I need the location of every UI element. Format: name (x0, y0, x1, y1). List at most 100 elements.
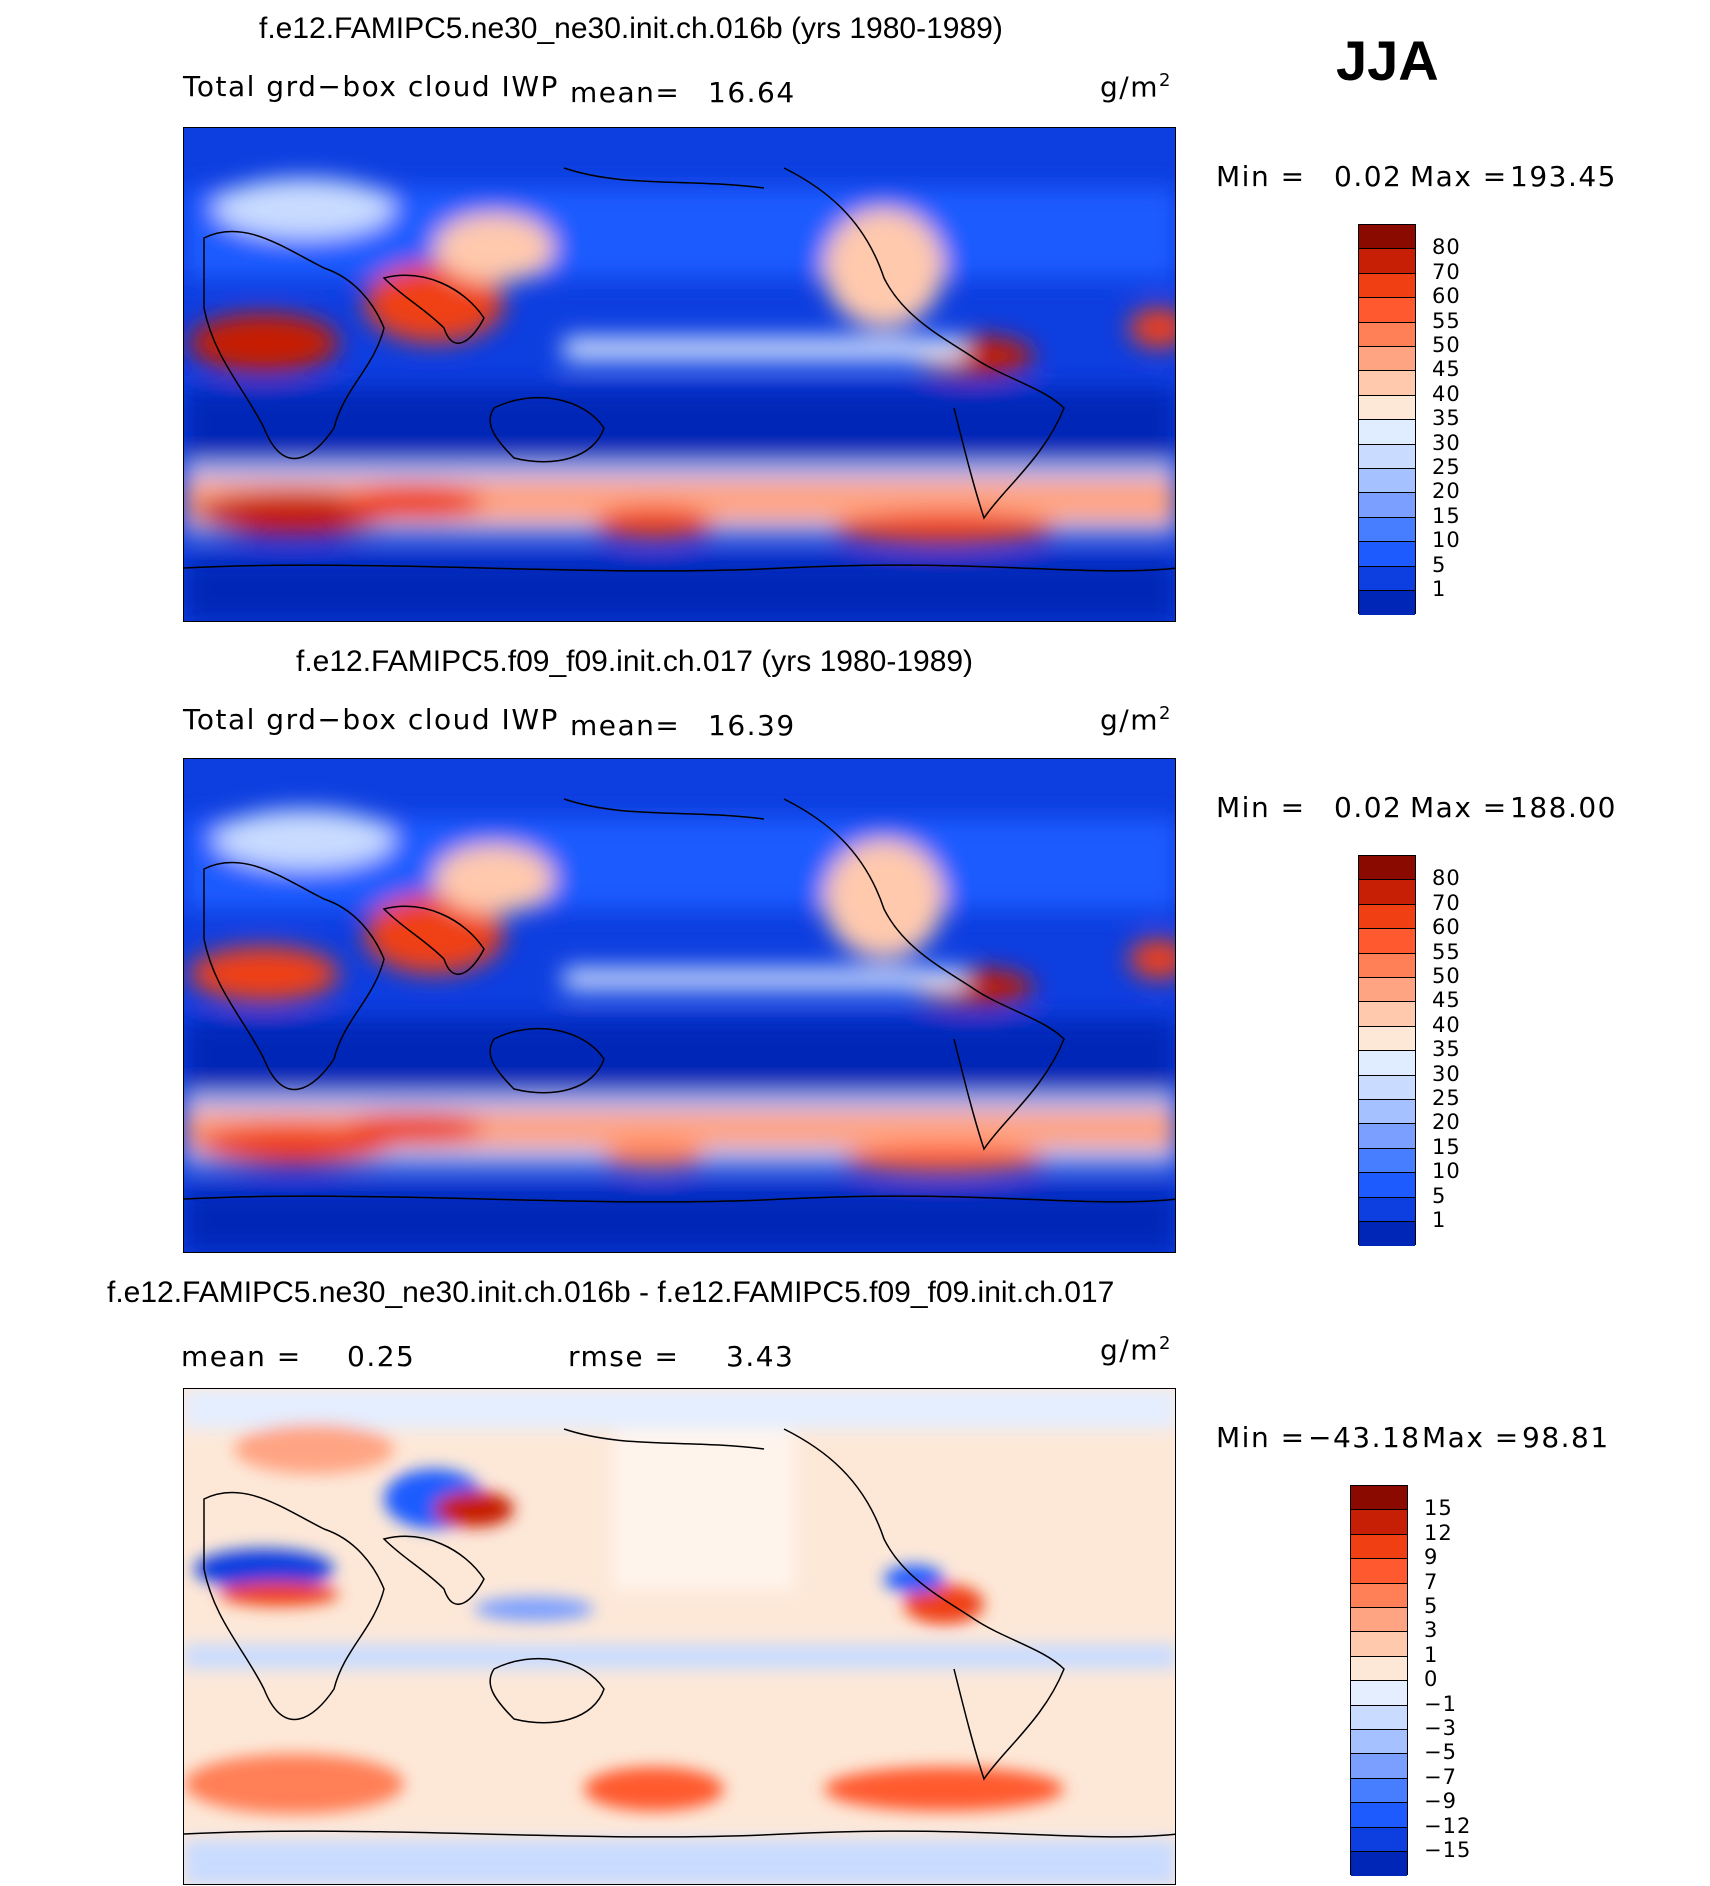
panel2-storm-core-c (604, 1140, 704, 1168)
colorbar-tick-label: 5 (1432, 552, 1447, 577)
colorbar-tick-label: 7 (1424, 1569, 1439, 1594)
panel1-europe (214, 178, 394, 238)
colorbar-segment (1351, 1778, 1407, 1804)
panel3-min-value: −43.18 (1308, 1421, 1421, 1454)
colorbar-tick-label: 60 (1432, 284, 1461, 309)
colorbar-segment (1359, 953, 1415, 978)
panel1-india-max (364, 263, 504, 343)
colorbar-segment (1359, 469, 1415, 494)
panel3-storm-a (184, 1754, 404, 1814)
colorbar-tick-label: 12 (1424, 1520, 1453, 1545)
colorbar-tick-label: 45 (1432, 988, 1461, 1013)
panel3-mean-label: mean = (181, 1340, 302, 1373)
panel3-himalaya-pos (434, 1491, 514, 1527)
colorbar-tick-label: 50 (1432, 333, 1461, 357)
colorbar-tick-label: 25 (1432, 1086, 1461, 1110)
colorbar-segment (1359, 566, 1415, 591)
colorbar-segment (1359, 347, 1415, 372)
panel3-subtropic-band (184, 1644, 1175, 1669)
panel2-storm-core-a (194, 1124, 394, 1164)
panel2-antarctic-coast (184, 1195, 1175, 1203)
panel2-europe (214, 809, 394, 869)
colorbar-segment (1359, 1075, 1415, 1100)
colorbar-tick-label: 10 (1432, 1159, 1461, 1184)
colorbar-tick-label: 25 (1432, 455, 1461, 479)
panel3-antarctic-coast (184, 1830, 1175, 1838)
panel1-storm-core-b (344, 485, 484, 521)
colorbar-tick-label: 3 (1424, 1618, 1439, 1643)
colorbar-tick-label: 15 (1432, 1134, 1461, 1159)
colorbar-segment (1359, 1173, 1415, 1198)
panel2-storm-core-b (344, 1113, 484, 1145)
colorbar-segment (1359, 542, 1415, 567)
panel3-storm-c (824, 1767, 1064, 1811)
panel3-africa-outline (203, 1491, 385, 1721)
colorbar-segment (1351, 1754, 1407, 1779)
colorbar-tick-label: 55 (1432, 939, 1461, 964)
panel1-storm-core-a (194, 491, 394, 535)
panel2-map (183, 758, 1176, 1253)
panel3-mexico-neg (884, 1565, 944, 1593)
colorbar-tick-label: 40 (1432, 381, 1461, 406)
colorbar-tick-label: 0 (1424, 1667, 1439, 1692)
colorbar-tick-label: 40 (1432, 1012, 1461, 1037)
panel2-atlantic-edge (1129, 939, 1175, 979)
panel1-tibet-max (434, 213, 554, 283)
panel2-units-base: g/m (1100, 703, 1159, 737)
panel1-india-outline (382, 274, 485, 344)
panel2-max-value: 188.00 (1510, 791, 1617, 824)
panel3-north-pacific (614, 1429, 794, 1589)
panel2-north-america (824, 839, 944, 959)
panel3-itcz-america-pos (904, 1584, 984, 1624)
colorbar-segment (1359, 1100, 1415, 1125)
panel1-arctic-coast (563, 167, 765, 189)
panel2-title: f.e12.FAMIPC5.f09_f09.init.ch.017 (yrs 1… (296, 645, 974, 678)
colorbar-tick-label: 70 (1432, 259, 1461, 284)
colorbar-tick-label: 5 (1432, 1183, 1447, 1208)
panel3-field-blobs (184, 1389, 1175, 1884)
colorbar-box (1350, 1485, 1408, 1877)
colorbar-tick-label: 15 (1424, 1496, 1453, 1521)
colorbar-tick-label: −5 (1424, 1740, 1457, 1765)
colorbar-tick-label: 35 (1432, 406, 1461, 431)
colorbar-segment (1359, 322, 1415, 347)
colorbar-segment (1359, 929, 1415, 954)
colorbar-tick-label: 45 (1432, 357, 1461, 382)
colorbar-segment (1359, 880, 1415, 905)
colorbar-segment (1351, 1559, 1407, 1584)
colorbar-segment (1359, 371, 1415, 396)
panel2-india-max (364, 894, 504, 974)
colorbar-tick-label: 30 (1432, 430, 1461, 455)
panel1-coastlines (184, 167, 1175, 572)
colorbar-tick-label: −9 (1424, 1789, 1457, 1814)
colorbar-segment (1359, 591, 1415, 616)
colorbar-segment (1359, 978, 1415, 1003)
colorbar-tick-label: 1 (1432, 1208, 1447, 1232)
panel1-max-value: 193.45 (1510, 160, 1617, 193)
panel1-map (183, 127, 1176, 622)
panel3-coastlines (184, 1428, 1175, 1838)
colorbar-segment (1351, 1534, 1407, 1560)
panel2-min-label: Min = (1216, 791, 1306, 824)
panel2-min-value: 0.02 (1334, 791, 1403, 824)
panel1-mean-label: mean= (570, 76, 681, 109)
panel1-antarctic-coast (184, 564, 1175, 572)
panel3-title: f.e12.FAMIPC5.ne30_ne30.init.ch.016b - f… (107, 1276, 1115, 1309)
colorbar-segment (1359, 1026, 1415, 1052)
colorbar-segment (1351, 1510, 1407, 1535)
panel1-field-blobs (184, 178, 1175, 621)
panel3-storm-b (584, 1767, 724, 1811)
colorbar-tick-label: −15 (1424, 1838, 1472, 1862)
panel2-units: g/m2 (1100, 703, 1172, 736)
panel1-americas-outline (783, 167, 1065, 520)
panel1-title: f.e12.FAMIPC5.ne30_ne30.init.ch.016b (yr… (259, 12, 1003, 45)
colorbar-tick-label: 35 (1432, 1037, 1461, 1062)
panel1-units: g/m2 (1100, 70, 1172, 103)
panel3-rmse-label: rmse = (568, 1340, 680, 1373)
panel3-mean-value: 0.25 (347, 1340, 416, 1373)
colorbar-tick-label: 80 (1432, 235, 1461, 260)
colorbar-tick-label: 70 (1432, 890, 1461, 915)
colorbar-tick-label: 1 (1424, 1642, 1439, 1667)
panel3-rmse-value: 3.43 (726, 1340, 795, 1373)
colorbar-tick-label: 15 (1432, 503, 1461, 528)
